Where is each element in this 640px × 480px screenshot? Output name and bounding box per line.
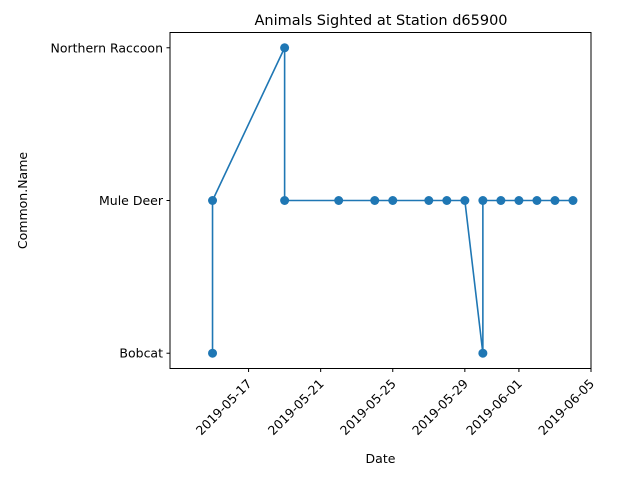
plot-area	[208, 43, 578, 358]
data-point	[532, 196, 542, 205]
data-point	[370, 196, 380, 205]
data-point	[568, 196, 578, 205]
y-tick-label: Northern Raccoon	[51, 40, 164, 55]
x-tick-label: 2019-05-21	[265, 376, 327, 438]
x-axis: 2019-05-17 2019-05-21 2019-05-25 2019-05-29…	[193, 368, 597, 438]
data-point	[208, 348, 218, 358]
data-point	[442, 196, 452, 205]
y-tick-label: Mule Deer	[99, 193, 164, 208]
x-axis-label: Date	[366, 451, 396, 466]
y-axis: Bobcat Mule Deer Northern Raccoon	[51, 40, 170, 361]
x-tick-label: 2019-06-05	[535, 376, 597, 438]
data-point	[478, 348, 488, 358]
data-point	[280, 196, 290, 205]
x-tick-label: 2019-05-29	[409, 376, 471, 438]
x-tick-label: 2019-06-01	[463, 376, 525, 438]
x-tick-label: 2019-05-17	[193, 376, 255, 438]
data-point	[514, 196, 524, 205]
y-axis-label: Common.Name	[15, 152, 30, 249]
data-point	[424, 196, 434, 205]
data-point	[334, 196, 344, 205]
data-point	[550, 196, 560, 205]
y-tick-label: Bobcat	[119, 346, 163, 361]
x-tick-label: 2019-05-25	[337, 376, 399, 438]
data-point	[388, 196, 398, 205]
data-point	[280, 43, 290, 53]
data-point	[208, 196, 218, 205]
data-point	[478, 196, 488, 205]
data-point	[460, 196, 470, 205]
data-point	[496, 196, 506, 205]
chart-title: Animals Sighted at Station d65900	[254, 13, 507, 29]
plot-frame	[169, 32, 592, 369]
